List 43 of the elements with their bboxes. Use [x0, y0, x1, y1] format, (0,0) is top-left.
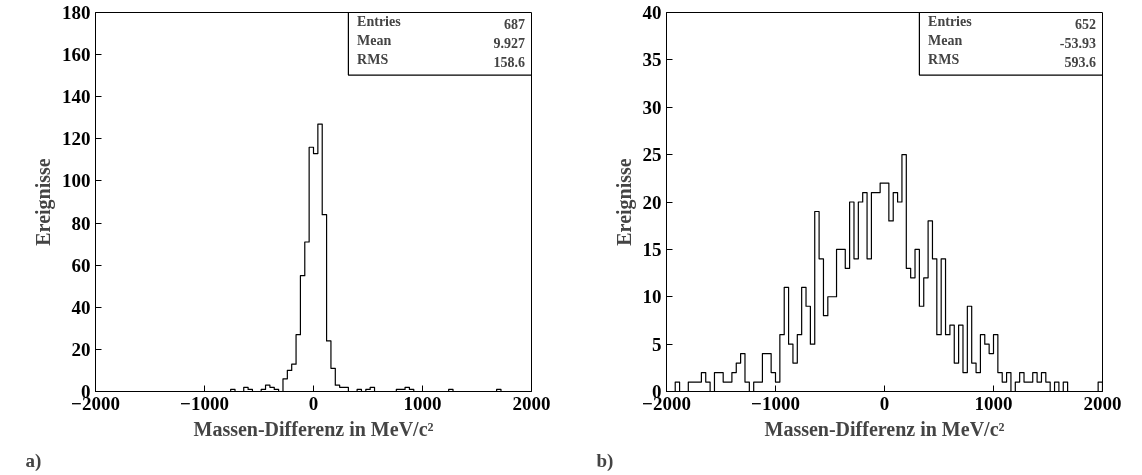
y-tick-label: 100: [62, 170, 91, 192]
x-tick-label: 0: [308, 392, 319, 414]
x-tick-label: −1000: [751, 392, 800, 414]
y-axis-title: Ereignisse: [32, 158, 55, 246]
annotation: 9.927: [493, 35, 525, 51]
annotation: Entries: [928, 13, 973, 29]
x-tick-label: 1000: [403, 392, 442, 414]
y-tick-label: 40: [71, 296, 91, 318]
y-tick-label: 60: [71, 254, 91, 276]
text: b): [596, 449, 614, 472]
y-axis-title: Ereignisse: [612, 158, 636, 246]
y-tick-label: 20: [642, 191, 662, 213]
y-tick-label: 80: [71, 212, 91, 234]
annotation: 593.6: [1064, 54, 1096, 70]
x-tick-label: 0: [879, 392, 890, 414]
text: a): [25, 449, 42, 472]
y-tick-label: 15: [642, 238, 662, 260]
annotation: Entries: [357, 13, 402, 29]
y-tick-label: 5: [652, 333, 662, 355]
annotation: Mean: [357, 32, 392, 48]
annotation: 158.6: [493, 54, 525, 70]
y-tick-label: 180: [62, 2, 91, 23]
x-tick-label: 2000: [512, 392, 551, 414]
y-tick-label: 140: [62, 86, 91, 108]
y-tick-label: 160: [62, 44, 91, 66]
x-tick-label: −1000: [180, 392, 229, 414]
y-tick-label: 10: [642, 286, 662, 308]
y-tick-label: 25: [642, 144, 662, 166]
x-tick-label: 1000: [974, 392, 1013, 414]
x-axis-title: Massen-Differenz in MeV/c²: [193, 417, 434, 440]
annotation: Mean: [928, 32, 963, 48]
y-tick-label: 40: [642, 2, 662, 23]
y-tick-label: 30: [642, 96, 662, 118]
y-tick-label: 120: [62, 128, 91, 150]
x-tick-label: 2000: [1083, 392, 1122, 414]
y-tick-label: 35: [642, 49, 662, 71]
annotation: 687: [503, 16, 525, 32]
y-tick-label: 20: [71, 338, 91, 360]
annotation: -53.93: [1059, 35, 1096, 51]
annotation: RMS: [928, 51, 960, 67]
annotation: 652: [1074, 16, 1096, 32]
x-axis-title: Massen-Differenz in MeV/c²: [764, 417, 1005, 440]
annotation: RMS: [357, 51, 389, 67]
